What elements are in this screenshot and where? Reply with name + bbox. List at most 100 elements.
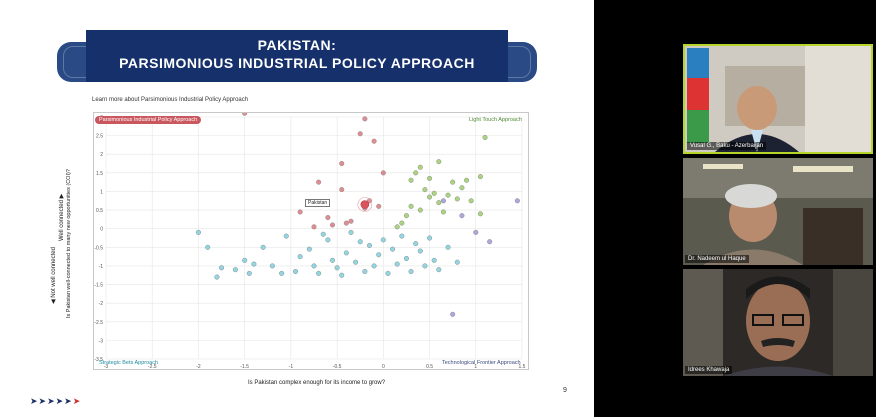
x-tick-label: -2 — [196, 364, 201, 370]
data-point-strategic — [214, 274, 220, 280]
x-tick-label: -3 — [104, 364, 109, 370]
data-point-strategic — [334, 265, 340, 271]
y-tick-label: 1 — [100, 189, 103, 195]
data-point-light — [413, 170, 419, 176]
video-tile-nadeem[interactable]: Dr. Nadeem ul Haque — [683, 158, 873, 265]
x-tick-label: -1.5 — [240, 364, 249, 370]
data-point-strategic — [325, 237, 331, 243]
data-point-strategic — [306, 246, 312, 252]
data-point-parsimonious — [311, 224, 317, 230]
learn-more-link[interactable]: Learn more about Parsimonious Industrial… — [92, 97, 249, 103]
y-tick-label: -2.5 — [94, 320, 103, 326]
x-tick-label: -0.5 — [333, 364, 342, 370]
participant-name-idrees: Idrees Khawaja — [685, 366, 733, 374]
data-point-strategic — [445, 244, 451, 250]
arrow-red: ➤ — [72, 396, 82, 406]
participant-name-nadeem: Dr. Nadeem ul Haque — [685, 255, 749, 263]
data-point-strategic — [422, 263, 428, 269]
data-point-parsimonious — [376, 203, 382, 209]
data-point-strategic — [242, 257, 248, 263]
data-point-light — [477, 174, 483, 180]
data-point-light — [431, 190, 437, 196]
data-point-light — [427, 175, 433, 181]
y-tick-label: -1.5 — [94, 283, 103, 289]
page-number: 9 — [563, 387, 567, 394]
data-point-parsimonious — [343, 220, 349, 226]
data-point-frontier — [440, 198, 446, 204]
data-point-strategic — [269, 263, 275, 269]
video-tile-vusal[interactable]: Vusal G., Baku - Azerbaijan — [683, 44, 873, 154]
data-point-strategic — [390, 246, 396, 252]
quadrant-label-parsimonious: Parsimonious Industrial Policy Approach — [95, 116, 202, 124]
data-point-parsimonious — [380, 170, 386, 176]
data-point-strategic — [417, 248, 423, 254]
data-point-strategic — [246, 270, 252, 276]
data-point-strategic — [339, 272, 345, 278]
x-tick-label: 0 — [382, 364, 385, 370]
data-point-light — [417, 164, 423, 170]
y-tick-label: 0.5 — [96, 208, 103, 214]
y-tick-label: -3.5 — [94, 357, 103, 363]
y-tick-label: 2.5 — [96, 134, 103, 140]
y-tick-label: -2 — [99, 301, 104, 307]
data-point-light — [408, 177, 414, 183]
data-point-light — [445, 192, 451, 198]
quadrant-label-technological-frontier: Technological Frontier Approach — [442, 360, 521, 366]
data-point-parsimonious — [297, 209, 303, 215]
data-point-strategic — [380, 237, 386, 243]
data-point-light — [408, 203, 414, 209]
data-point-strategic — [427, 235, 433, 241]
scatter-chart: -3-2.5-2-1.5-1-0.500.511.532.521.510.50-… — [93, 112, 529, 370]
data-point-strategic — [232, 267, 238, 273]
data-point-light — [477, 211, 483, 217]
y-tick-label: -1 — [99, 264, 104, 270]
data-point-strategic — [293, 269, 299, 275]
data-point-strategic — [279, 270, 285, 276]
data-point-strategic — [353, 259, 359, 265]
pakistan-halo — [357, 197, 373, 212]
x-tick-label: -2.5 — [148, 364, 157, 370]
video-tile-idrees[interactable]: Idrees Khawaja — [683, 269, 873, 376]
data-point-parsimonious — [316, 179, 322, 185]
data-point-parsimonious — [325, 215, 331, 221]
data-point-strategic — [195, 229, 201, 235]
nav-arrows-decoration: ➤➤➤➤➤➤ — [30, 396, 81, 407]
arrows-blue: ➤➤➤➤➤ — [30, 396, 73, 406]
x-tick-label: 1.5 — [519, 364, 526, 370]
data-point-strategic — [362, 269, 368, 275]
data-point-strategic — [297, 254, 303, 260]
data-point-parsimonious — [339, 187, 345, 193]
data-point-light — [440, 209, 446, 215]
data-point-frontier — [487, 239, 493, 245]
quadrant-label-strategic-bets: Strategic Bets Approach — [99, 360, 159, 366]
pakistan-point-label: Pakistan — [305, 199, 331, 207]
data-point-parsimonious — [366, 198, 372, 204]
data-point-light — [422, 187, 428, 193]
data-point-light — [468, 198, 474, 204]
data-point-strategic — [436, 267, 442, 273]
slide-title-line1: PAKISTAN: — [257, 37, 337, 53]
data-point-strategic — [403, 255, 409, 261]
data-point-parsimonious — [242, 113, 248, 116]
y-tick-label: -0.5 — [94, 245, 103, 251]
data-point-light — [399, 220, 405, 226]
data-point-strategic — [408, 269, 414, 275]
participant-panel: Vusal G., Baku - Azerbaijan Dr. Nadeem u… — [594, 0, 876, 417]
data-point-strategic — [283, 233, 289, 239]
data-point-light — [464, 177, 470, 183]
x-tick-label: -1 — [289, 364, 294, 370]
data-point-light — [450, 179, 456, 185]
data-point-light — [454, 196, 460, 202]
participant-name-vusal: Vusal G., Baku - Azerbaijan — [687, 142, 767, 150]
data-point-light — [436, 200, 442, 206]
video-feed-vusal — [685, 46, 871, 152]
data-point-strategic — [343, 250, 349, 256]
y-tick-label: 0 — [100, 227, 103, 233]
data-point-strategic — [413, 241, 419, 247]
slide-title-banner: PAKISTAN: PARSIMONIOUS INDUSTRIAL POLICY… — [86, 30, 508, 82]
y-axis-label-main: Is Pakistan well-connected to many new o… — [66, 169, 72, 318]
data-point-strategic — [329, 257, 335, 263]
data-point-parsimonious — [339, 161, 345, 167]
data-point-parsimonious — [371, 138, 377, 144]
